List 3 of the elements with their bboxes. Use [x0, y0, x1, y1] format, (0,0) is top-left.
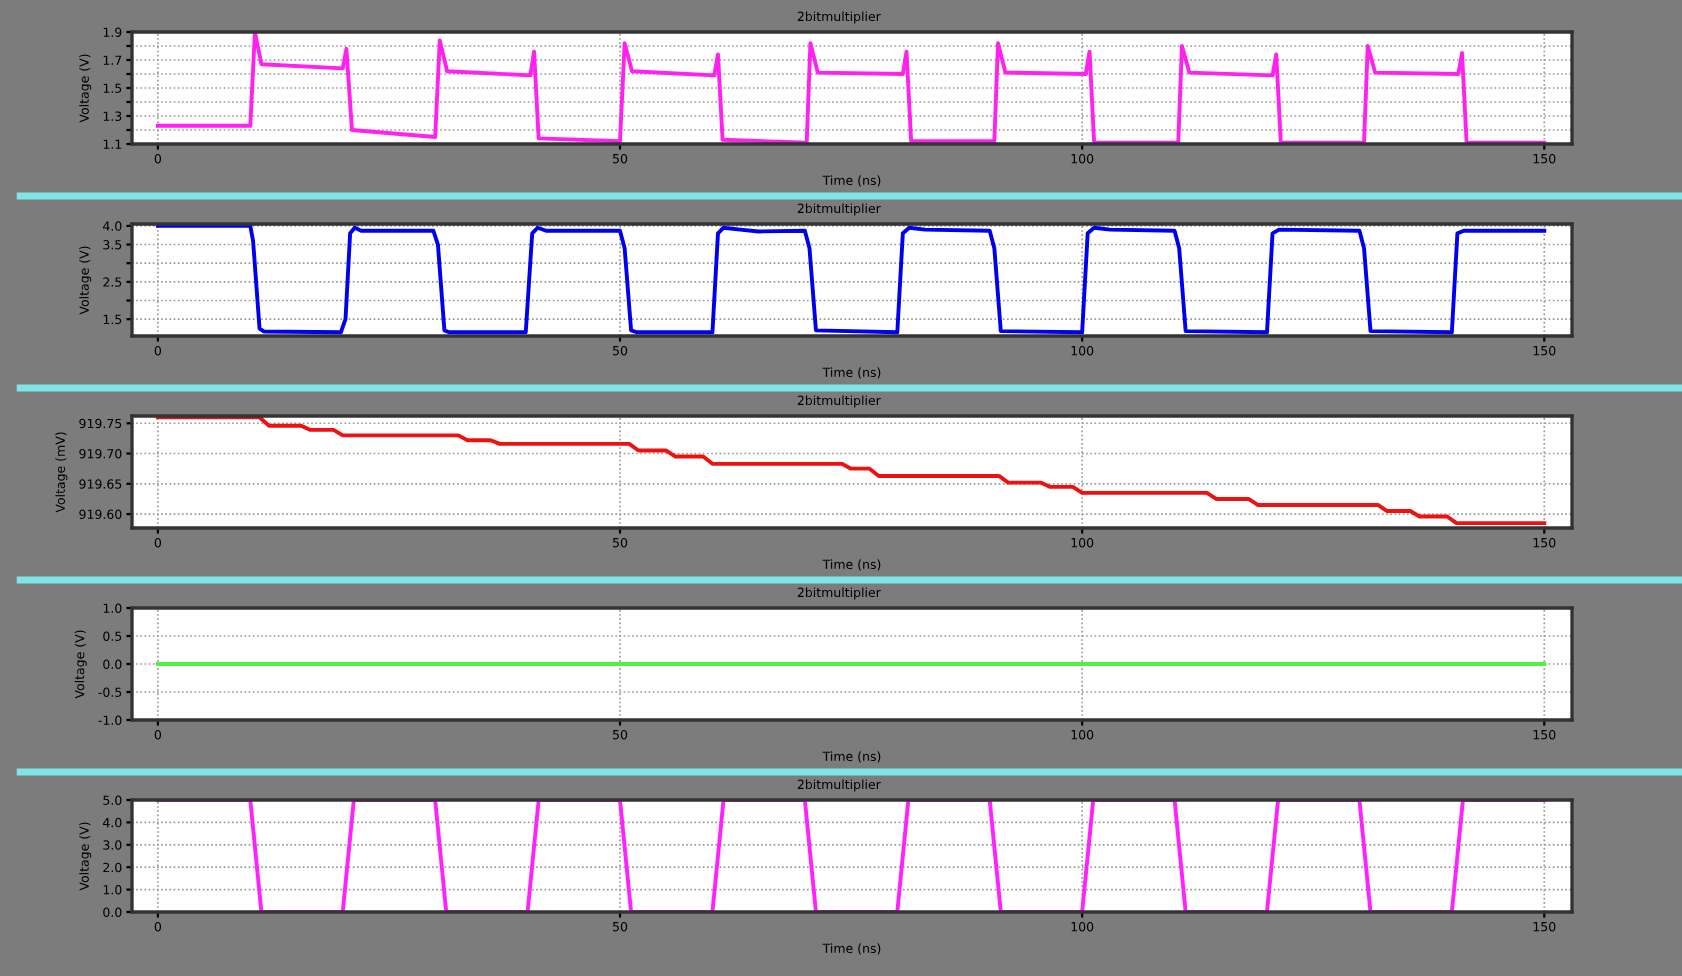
line-series: [155, 32, 1547, 144]
line-series: [155, 416, 1547, 526]
line-series: [155, 224, 1547, 335]
